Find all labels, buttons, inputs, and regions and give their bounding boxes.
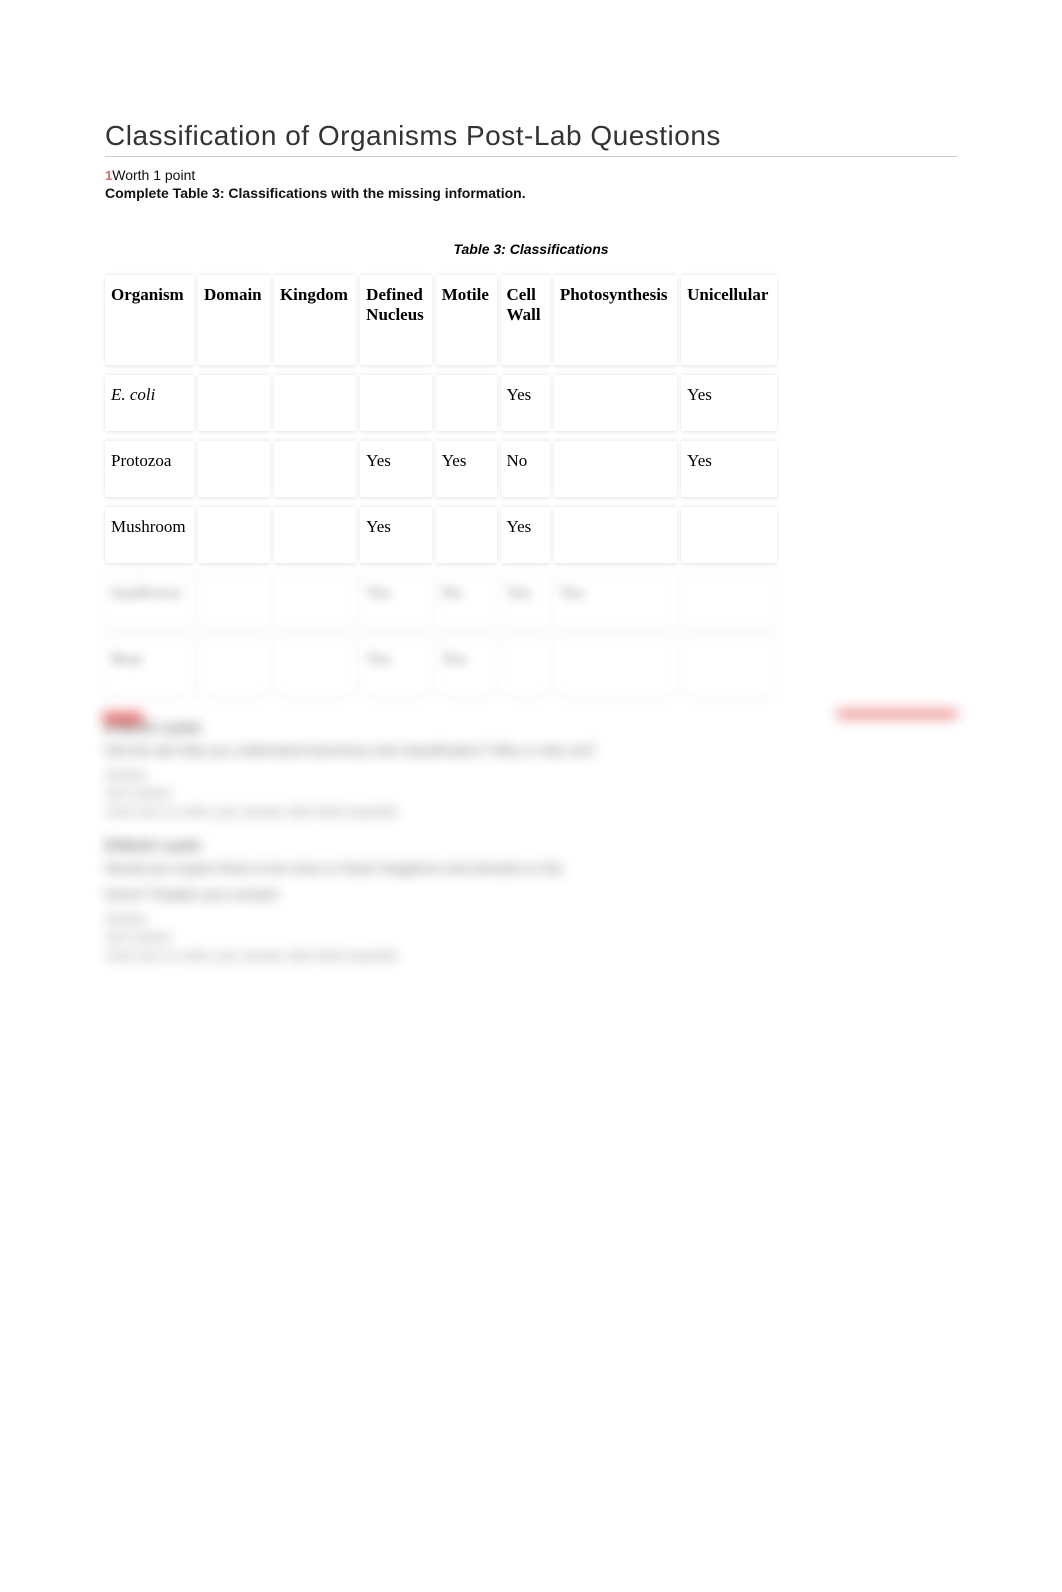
cell-kingdom — [274, 639, 356, 695]
cell-motile: Yes — [436, 441, 497, 497]
classifications-table: Organism Domain Kingdom Defined Nucleus … — [101, 265, 781, 705]
cell-cellwall: Yes — [501, 375, 550, 431]
cell-motile: Yes — [436, 639, 497, 695]
cell-motile[interactable] — [436, 375, 497, 431]
cell-organism: Sunflower — [105, 573, 194, 629]
cell-photosynthesis[interactable] — [554, 441, 677, 497]
col-cellwall: Cell Wall — [501, 275, 550, 365]
cell-unicellular: Yes — [681, 441, 777, 497]
cell-organism: E. coli — [105, 375, 194, 431]
cell-kingdom — [274, 573, 356, 629]
cell-organism: Bear — [105, 639, 194, 695]
cell-unicellular — [681, 573, 777, 629]
red-accent-bar — [837, 711, 957, 717]
table-row: E. coli Yes Yes — [105, 375, 777, 431]
table-row: Mushroom Yes Yes — [105, 507, 777, 563]
cell-organism: Mushroom — [105, 507, 194, 563]
cell-nucleus: Yes — [360, 573, 432, 629]
cell-domain — [198, 639, 270, 695]
blurred-question-2: 2 Worth 1 point Did this lab help you un… — [105, 719, 957, 819]
worth-label: Worth 1 point — [112, 167, 195, 183]
cell-photosynthesis: Yes — [554, 573, 677, 629]
answer-placeholder: Click here to enter your answer (this fi… — [105, 804, 957, 819]
cell-cellwall: Yes — [501, 507, 550, 563]
answer-hint: Your answer — [105, 786, 957, 800]
col-domain: Domain — [198, 275, 270, 365]
table-row: Protozoa Yes Yes No Yes — [105, 441, 777, 497]
answer-label: Answer: — [105, 912, 957, 926]
cell-domain[interactable] — [198, 441, 270, 497]
col-nucleus: Defined Nucleus — [360, 275, 432, 365]
answer-label: Answer: — [105, 768, 957, 782]
col-photosynthesis: Photosynthesis — [554, 275, 677, 365]
table-row-blurred: Sunflower Yes No Yes Yes — [105, 573, 777, 629]
cell-nucleus[interactable] — [360, 375, 432, 431]
cell-unicellular — [681, 639, 777, 695]
cell-domain[interactable] — [198, 375, 270, 431]
table-header-row: Organism Domain Kingdom Defined Nucleus … — [105, 275, 777, 365]
cell-domain — [198, 573, 270, 629]
cell-photosynthesis[interactable] — [554, 375, 677, 431]
cell-kingdom[interactable] — [274, 375, 356, 431]
worth-label: Worth 1 point — [117, 838, 201, 853]
col-organism: Organism — [105, 275, 194, 365]
table-caption: Table 3: Classiﬁcations — [105, 241, 957, 257]
cell-cellwall: Yes — [501, 573, 550, 629]
cell-photosynthesis — [554, 639, 677, 695]
page-title: Classification of Organisms Post-Lab Que… — [105, 120, 957, 157]
cell-nucleus: Yes — [360, 507, 432, 563]
blurred-question-3: 3 Worth 1 point Would you expect there t… — [105, 837, 957, 963]
col-unicellular: Unicellular — [681, 275, 777, 365]
answer-placeholder: Click here to enter your answer (this fi… — [105, 948, 957, 963]
cell-domain[interactable] — [198, 507, 270, 563]
cell-organism: Protozoa — [105, 441, 194, 497]
worth-line: 1Worth 1 point — [105, 167, 957, 185]
cell-kingdom[interactable] — [274, 507, 356, 563]
cell-motile[interactable] — [436, 507, 497, 563]
question-prompt: Would you expect there to be more or few… — [105, 860, 957, 876]
table-row-blurred: Bear Yes Yes — [105, 639, 777, 695]
question-prompt: Did this lab help you understand taxonom… — [105, 742, 957, 758]
cell-nucleus: Yes — [360, 639, 432, 695]
cell-nucleus: Yes — [360, 441, 432, 497]
answer-hint: Your answer — [105, 930, 957, 944]
question-number: 3 — [105, 837, 113, 854]
cell-photosynthesis[interactable] — [554, 507, 677, 563]
cell-cellwall: No — [501, 441, 550, 497]
instruction-text: Complete Table 3: Classifications with t… — [105, 185, 957, 201]
red-accent-bar — [103, 713, 143, 723]
cell-kingdom[interactable] — [274, 441, 356, 497]
question-prompt: future? Explain your answer. — [105, 886, 957, 902]
col-kingdom: Kingdom — [274, 275, 356, 365]
cell-cellwall — [501, 639, 550, 695]
col-motile: Motile — [436, 275, 497, 365]
cell-motile: No — [436, 573, 497, 629]
cell-unicellular: Yes — [681, 375, 777, 431]
cell-unicellular[interactable] — [681, 507, 777, 563]
